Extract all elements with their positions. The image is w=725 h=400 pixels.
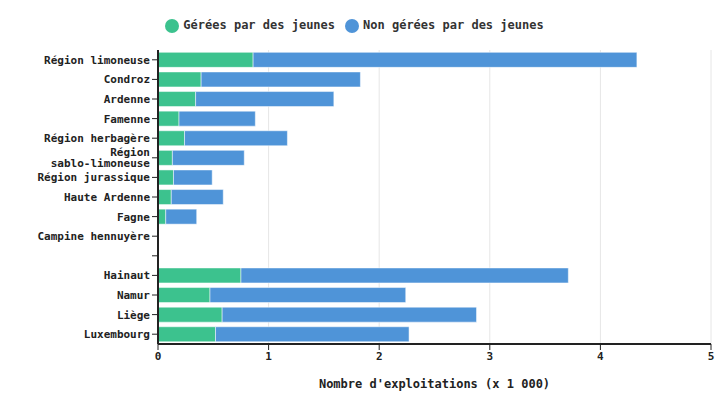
svg-text:Ardenne: Ardenne: [104, 93, 151, 106]
svg-text:Famenne: Famenne: [104, 113, 151, 126]
svg-text:Condroz: Condroz: [104, 73, 150, 86]
svg-text:Région herbagère: Région herbagère: [44, 132, 150, 145]
svg-text:0: 0: [155, 350, 162, 363]
svg-text:2: 2: [376, 350, 383, 363]
svg-text:Région limoneuse: Région limoneuse: [44, 54, 150, 67]
svg-text:Fagne: Fagne: [117, 211, 150, 224]
svg-text:Namur: Namur: [117, 289, 150, 302]
svg-text:Luxembourg: Luxembourg: [84, 328, 150, 341]
svg-text:Haute Ardenne: Haute Ardenne: [64, 191, 150, 204]
svg-text:Liège: Liège: [117, 309, 150, 322]
svg-text:Campine hennuyère: Campine hennuyère: [37, 230, 150, 243]
svg-text:4: 4: [597, 350, 604, 363]
svg-text:Nombre d'exploitations (x 1 00: Nombre d'exploitations (x 1 000): [319, 377, 550, 391]
svg-text:Région jurassique: Région jurassique: [37, 171, 150, 184]
svg-text:3: 3: [486, 350, 493, 363]
svg-text:5: 5: [708, 350, 715, 363]
html-text:Gérées par des jeunes: Gérées par des jeunes: [183, 18, 335, 32]
svg-text:Hainaut: Hainaut: [104, 269, 150, 282]
svg-text:Régionsablo-limoneuse: Régionsablo-limoneuse: [51, 146, 151, 170]
svg-text:1: 1: [265, 350, 272, 363]
html-text:Non gérées par des jeunes: Non gérées par des jeunes: [363, 18, 544, 32]
